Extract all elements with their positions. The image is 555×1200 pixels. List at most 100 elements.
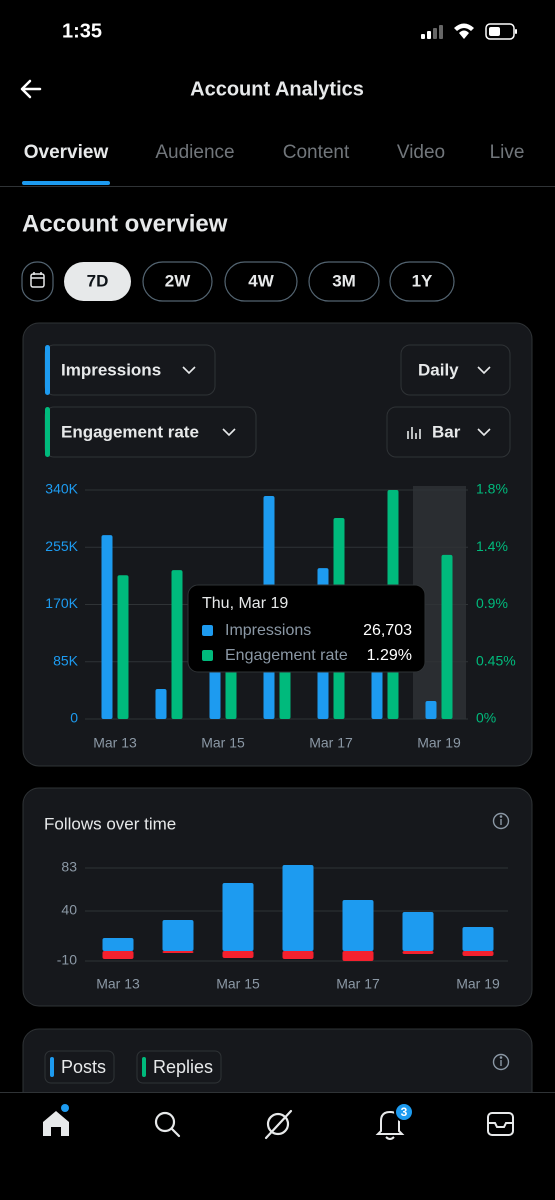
nav-home[interactable] bbox=[43, 1104, 69, 1136]
range-chip[interactable] bbox=[142, 261, 213, 302]
y-tick-label: 170K bbox=[45, 595, 78, 611]
section-title: Account overview bbox=[22, 210, 228, 237]
chip-label: Posts bbox=[61, 1057, 106, 1077]
y-tick-label: 83 bbox=[61, 859, 77, 875]
range-chip[interactable] bbox=[224, 261, 298, 302]
bar bbox=[462, 927, 494, 951]
tab[interactable]: Live bbox=[490, 142, 525, 163]
bar bbox=[162, 920, 194, 951]
y-tick-label: 40 bbox=[61, 902, 77, 918]
interval-label: Daily bbox=[418, 360, 459, 379]
range-chip[interactable] bbox=[389, 261, 455, 302]
range-chip[interactable] bbox=[308, 261, 380, 302]
legend-chip[interactable]: Replies bbox=[136, 1050, 222, 1084]
y-tick-label: 0 bbox=[70, 710, 78, 726]
y-tick-label: -10 bbox=[57, 952, 77, 968]
x-tick-label: Mar 19 bbox=[456, 976, 500, 992]
legend-chip[interactable]: Posts bbox=[44, 1050, 115, 1084]
y2-tick-label: 0.9% bbox=[476, 595, 508, 611]
y-tick-label: 85K bbox=[53, 652, 79, 668]
info-icon[interactable] bbox=[492, 1053, 510, 1071]
bar bbox=[222, 883, 254, 951]
tab[interactable]: Video bbox=[397, 142, 445, 163]
range-chip-label: 4W bbox=[248, 271, 274, 290]
x-tick-label: Mar 17 bbox=[309, 735, 353, 751]
tooltip-swatch bbox=[202, 650, 213, 661]
range-chip[interactable] bbox=[64, 262, 131, 301]
range-chip-label: 7D bbox=[87, 271, 109, 290]
tab[interactable]: Audience bbox=[155, 142, 234, 163]
metric-label: Impressions bbox=[61, 360, 161, 379]
tooltip-series-name: Impressions bbox=[225, 622, 311, 639]
tab[interactable]: Content bbox=[283, 142, 350, 163]
status-icons bbox=[421, 23, 517, 40]
bar bbox=[441, 554, 453, 719]
bar bbox=[425, 701, 437, 719]
chart-style-dropdown[interactable]: Bar bbox=[386, 406, 511, 458]
bar bbox=[117, 575, 129, 719]
y2-tick-label: 1.8% bbox=[476, 481, 508, 497]
y2-tick-label: 0.45% bbox=[476, 652, 516, 668]
bar bbox=[102, 951, 134, 959]
bar bbox=[102, 938, 134, 951]
tooltip-value: 26,703 bbox=[363, 622, 412, 639]
tooltip-title: Thu, Mar 19 bbox=[202, 595, 288, 612]
tooltip: Thu, Mar 19 Impressions 26,703 Engagemen… bbox=[187, 584, 426, 673]
bar bbox=[101, 535, 113, 719]
back-button[interactable] bbox=[20, 79, 42, 99]
tooltip-swatch bbox=[202, 625, 213, 636]
chart-title: Follows over time bbox=[44, 814, 176, 833]
info-icon[interactable] bbox=[492, 812, 510, 830]
bar bbox=[162, 951, 194, 953]
bottom-nav bbox=[0, 1092, 555, 1200]
nav-grok[interactable] bbox=[264, 1109, 293, 1140]
tab[interactable]: Overview bbox=[24, 142, 109, 163]
chart-style-label: Bar bbox=[432, 422, 461, 441]
header-title: Account Analytics bbox=[190, 78, 364, 100]
bar bbox=[342, 951, 374, 961]
notification-badge: 3 bbox=[401, 1105, 408, 1119]
x-tick-label: Mar 17 bbox=[336, 976, 380, 992]
tab-indicator bbox=[22, 181, 110, 185]
bar bbox=[155, 689, 167, 719]
y2-tick-label: 0% bbox=[476, 710, 496, 726]
y-tick-label: 255K bbox=[45, 538, 78, 554]
bar bbox=[342, 900, 374, 951]
x-tick-label: Mar 15 bbox=[216, 976, 260, 992]
metric-dropdown[interactable]: Engagement rate bbox=[44, 406, 257, 458]
bar bbox=[279, 668, 291, 719]
y-tick-label: 340K bbox=[45, 481, 78, 497]
divider bbox=[0, 1092, 555, 1093]
tooltip-series-name: Engagement rate bbox=[225, 647, 348, 664]
nav-messages[interactable] bbox=[487, 1112, 514, 1136]
bar bbox=[171, 570, 183, 719]
divider bbox=[0, 186, 555, 187]
bar bbox=[282, 951, 314, 959]
nav-notifications[interactable]: 3 bbox=[375, 1102, 414, 1140]
range-chip-label: 2W bbox=[165, 271, 191, 290]
tooltip-value: 1.29% bbox=[367, 647, 412, 664]
bar bbox=[222, 951, 254, 958]
follows-chart: -10 40 83 Mar 13 Mar 15 Mar 17 Mar 19 bbox=[57, 859, 508, 992]
chip-label: Replies bbox=[153, 1057, 213, 1077]
interval-dropdown[interactable]: Daily bbox=[400, 344, 511, 396]
calendar-button[interactable] bbox=[21, 261, 54, 302]
status-time: 1:35 bbox=[62, 20, 102, 42]
range-chip-label: 3M bbox=[332, 271, 356, 290]
bar bbox=[402, 951, 434, 954]
metric-color bbox=[45, 345, 50, 395]
x-tick-label: Mar 13 bbox=[93, 735, 137, 751]
range-chip-label: 1Y bbox=[412, 271, 433, 290]
metric-dropdown[interactable]: Impressions bbox=[44, 344, 216, 396]
metric-color bbox=[45, 407, 50, 457]
nav-search[interactable] bbox=[154, 1111, 181, 1138]
metric-label: Engagement rate bbox=[61, 422, 199, 441]
bar bbox=[282, 865, 314, 951]
x-tick-label: Mar 19 bbox=[417, 735, 461, 751]
y2-tick-label: 1.4% bbox=[476, 538, 508, 554]
bar bbox=[402, 912, 434, 951]
x-tick-label: Mar 15 bbox=[201, 735, 245, 751]
x-tick-label: Mar 13 bbox=[96, 976, 140, 992]
